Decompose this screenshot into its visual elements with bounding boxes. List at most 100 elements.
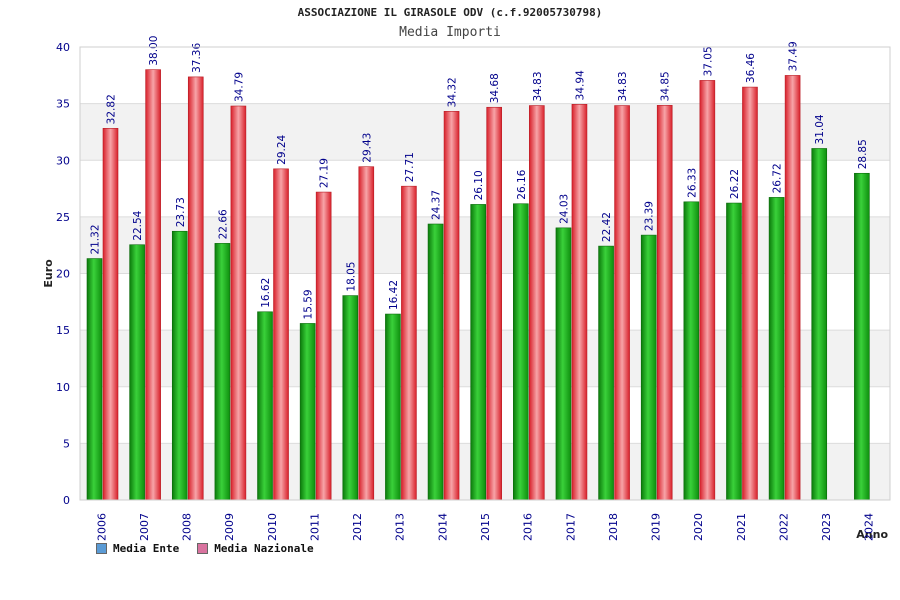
y-tick-label: 20: [56, 268, 70, 281]
y-tick-label: 15: [56, 324, 70, 337]
data-label-media-ente: 22.54: [132, 210, 144, 240]
data-label-media-nazionale: 37.05: [702, 46, 714, 76]
data-label-media-nazionale: 38.00: [148, 36, 160, 66]
x-tick-label: 2024: [863, 513, 876, 541]
bar-media-ente: [683, 201, 700, 501]
data-label-media-nazionale: 34.85: [660, 71, 672, 101]
x-tick-label: 2022: [777, 513, 790, 541]
data-label-media-nazionale: 34.94: [574, 70, 586, 100]
legend-label-nazionale: Media Nazionale: [214, 542, 314, 555]
bar-media-ente: [299, 323, 316, 501]
data-label-media-nazionale: 34.83: [617, 71, 629, 101]
bar-media-nazionale: [102, 128, 119, 501]
y-tick-label: 40: [56, 41, 70, 54]
bar-media-nazionale: [145, 69, 161, 501]
bar-media-nazionale: [742, 86, 758, 501]
value-labels: 21.32 32.82 22.54 38.00 23.73 37.36 22.66 34.79…: [90, 36, 869, 320]
y-tick-label: 35: [56, 98, 70, 111]
x-tick-label: 2018: [607, 513, 620, 541]
bar-media-nazionale: [230, 105, 247, 501]
data-label-media-nazionale: 34.79: [233, 72, 245, 102]
legend-label-ente: Media Ente: [113, 542, 180, 555]
bar-media-ente: [513, 203, 529, 501]
data-label-media-nazionale: 27.71: [404, 152, 416, 182]
bar-media-nazionale: [273, 168, 289, 501]
data-label-media-nazionale: 34.68: [489, 73, 501, 103]
data-label-media-ente: 26.72: [772, 163, 784, 193]
data-label-media-nazionale: 32.82: [106, 94, 118, 124]
data-label-media-ente: 26.16: [516, 169, 528, 199]
x-tick-label: 2013: [394, 513, 407, 541]
legend-swatch-ente: [96, 543, 107, 554]
bar-media-ente: [257, 311, 273, 501]
bar-media-nazionale: [358, 166, 375, 501]
chart-subtitle: Media Importi: [399, 25, 501, 40]
data-label-media-nazionale: 29.24: [276, 134, 288, 164]
plot-frame: [79, 46, 891, 501]
bar-media-nazionale: [656, 105, 673, 501]
bar-media-ente: [171, 230, 188, 501]
y-tick-label: 10: [56, 381, 70, 394]
x-tick-label: 2016: [522, 513, 535, 541]
bar-media-nazionale: [187, 76, 204, 501]
bar-media-ente: [854, 172, 870, 501]
bar-media-ente: [427, 223, 444, 501]
legend-item-ente: Media Ente: [96, 542, 179, 555]
bar-media-ente: [811, 148, 828, 501]
data-label-media-nazionale: 37.36: [191, 43, 203, 73]
data-label-media-ente: 23.73: [175, 197, 187, 227]
x-tick-label: 2021: [735, 513, 748, 541]
bar-media-nazionale: [571, 104, 588, 501]
chart-title: ASSOCIAZIONE IL GIRASOLE ODV (c.f.920057…: [297, 6, 603, 19]
legend-item-nazionale: Media Nazionale: [197, 542, 314, 555]
x-tick-label: 2015: [479, 513, 492, 541]
x-tick-label: 2014: [436, 513, 449, 541]
y-tick-label: 0: [63, 494, 70, 507]
x-tick-label: 2008: [181, 513, 194, 541]
data-label-media-ente: 31.04: [814, 114, 826, 144]
data-label-media-ente: 16.42: [388, 280, 400, 310]
data-label-media-ente: 26.33: [686, 168, 698, 198]
bar-media-ente: [598, 245, 614, 501]
x-tick-label: 2007: [138, 513, 151, 541]
axes: 0 5 10 15 20 25 30 35 40 Euro Anno 2006 2007 2008 2009…: [42, 41, 891, 541]
x-tick-label: 2023: [820, 513, 833, 541]
data-label-media-nazionale: 34.32: [447, 77, 459, 107]
bar-media-nazionale: [486, 106, 502, 501]
x-tick-label: 2010: [266, 513, 279, 541]
bar-media-ente: [86, 258, 103, 501]
data-label-media-ente: 16.62: [260, 278, 272, 308]
bar-media-nazionale: [784, 75, 801, 501]
y-tick-label: 25: [56, 211, 70, 224]
bar-media-nazionale: [401, 185, 417, 501]
x-tick-label: 2019: [650, 513, 663, 541]
bar-media-ente: [470, 204, 486, 501]
bar-media-nazionale: [443, 111, 460, 501]
data-label-media-nazionale: 27.19: [319, 158, 331, 188]
bar-media-nazionale: [529, 105, 545, 501]
y-tick-label: 30: [56, 154, 70, 167]
data-label-media-ente: 22.66: [217, 209, 229, 239]
bar-media-ente: [129, 244, 145, 501]
bar-media-ente: [768, 197, 785, 501]
data-label-media-ente: 24.03: [558, 194, 570, 224]
data-label-media-ente: 21.32: [90, 224, 102, 254]
x-tick-label: 2009: [223, 513, 236, 541]
bar-media-nazionale: [699, 80, 716, 501]
data-label-media-ente: 28.85: [857, 139, 869, 169]
data-label-media-nazionale: 36.46: [745, 53, 757, 83]
data-label-media-ente: 26.10: [473, 170, 485, 200]
y-tick-label: 5: [63, 437, 70, 450]
x-axis-label: Anno: [856, 528, 888, 541]
x-tick-label: 2011: [308, 513, 321, 541]
x-tick-label: 2020: [692, 513, 705, 541]
data-label-media-nazionale: 29.43: [361, 133, 373, 163]
data-label-media-ente: 22.42: [601, 212, 613, 242]
x-tick-label: 2017: [564, 513, 577, 541]
bar-media-nazionale: [614, 105, 630, 501]
bar-media-ente: [640, 234, 657, 501]
bar-media-ente: [385, 313, 401, 501]
bar-media-ente: [555, 227, 572, 501]
